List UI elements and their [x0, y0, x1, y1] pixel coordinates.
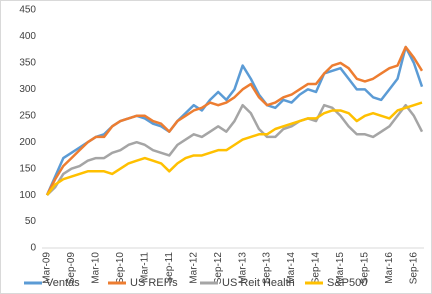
legend-label: US Reit Health — [222, 277, 295, 289]
x-tick-label: Mar-11 — [139, 252, 150, 283]
y-tick-label: 400 — [19, 31, 36, 42]
y-tick-label: 0 — [30, 243, 36, 254]
y-tick-label: 200 — [19, 137, 36, 148]
y-tick-label: 450 — [19, 5, 36, 16]
x-tick-label: Sep-10 — [115, 252, 126, 285]
y-tick-label: 50 — [25, 216, 37, 227]
x-tick-label: Sep-16 — [408, 252, 419, 285]
x-tick-label: Mar-15 — [335, 252, 346, 284]
series-line — [46, 103, 424, 197]
x-tick-label: Mar-09 — [42, 252, 53, 284]
x-tick-label: Mar-14 — [286, 252, 297, 284]
x-tick-label: Mar-16 — [384, 252, 395, 284]
x-tick-label: Sep-11 — [164, 252, 175, 284]
y-tick-label: 100 — [19, 190, 36, 201]
y-tick-label: 150 — [19, 163, 36, 174]
legend-label: S&P500 — [327, 277, 367, 289]
y-tick-label: 350 — [19, 58, 36, 69]
x-tick-label: Mar-10 — [91, 252, 102, 284]
legend-label: US REITs — [130, 277, 178, 289]
y-tick-label: 250 — [19, 110, 36, 121]
x-tick-label: Mar-13 — [237, 252, 248, 284]
x-tick-label: Sep-09 — [66, 252, 77, 285]
series-line — [46, 101, 423, 196]
series-line — [45, 45, 424, 196]
legend-label: Ventas — [46, 277, 80, 289]
x-tick-label: Sep-15 — [360, 252, 371, 285]
x-tick-label: Sep-13 — [262, 252, 273, 285]
x-tick-label: Sep-14 — [311, 252, 322, 285]
y-tick-label: 300 — [19, 84, 36, 95]
x-tick-label: Mar-12 — [188, 252, 199, 284]
x-tick-label: Sep-12 — [213, 252, 224, 285]
